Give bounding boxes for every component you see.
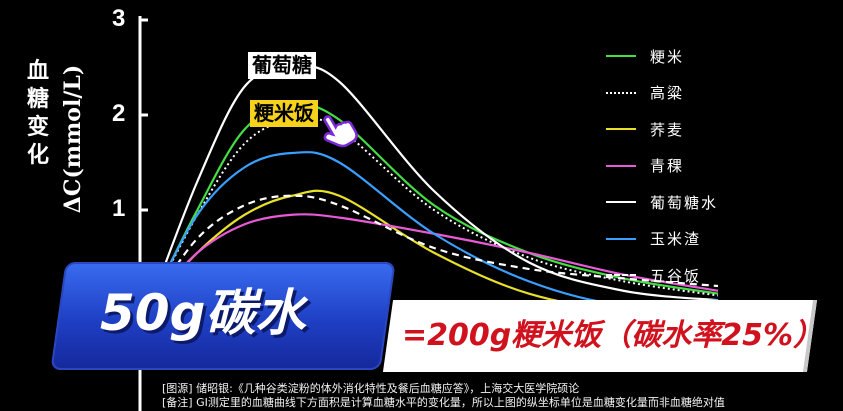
legend: 粳米高粱荞麦青稞葡萄糖水玉米渣五谷饭: [606, 38, 718, 294]
legend-item: 玉米渣: [606, 221, 718, 258]
legend-label: 葡萄糖水: [650, 193, 719, 212]
legend-swatch: [606, 55, 636, 58]
legend-swatch: [606, 164, 636, 167]
legend-item: 葡萄糖水: [606, 184, 718, 221]
series-line-6: [149, 194, 719, 306]
legend-item: 五谷饭: [606, 257, 718, 294]
legend-swatch: [606, 237, 636, 240]
legend-swatch: [606, 91, 636, 94]
legend-item: 高粱: [606, 75, 718, 112]
hand-cursor-icon: [323, 115, 358, 148]
banner-main-text: 50g碳水: [100, 284, 306, 342]
y-axis-label-unit: ΔC(mmol/L): [58, 54, 88, 224]
legend-label: 高粱: [650, 84, 685, 103]
y-axis-label-unit-text: ΔC(mmol/L): [60, 64, 86, 214]
legend-label: 五谷饭: [650, 266, 702, 285]
legend-label: 玉米渣: [650, 230, 702, 249]
legend-item: 荞麦: [606, 111, 718, 148]
y-tick-label: 3: [112, 5, 126, 32]
legend-swatch: [606, 274, 636, 277]
footnote-source: [图源] 储昭银:《几种谷类淀粉的体外消化特性及餐后血糖应答》，上海交大医学院硕…: [162, 382, 580, 395]
legend-swatch: [606, 201, 636, 204]
annotation-glucose: 葡萄糖: [248, 52, 316, 79]
series-line-3: [149, 213, 719, 306]
legend-label: 青稞: [650, 157, 685, 176]
legend-label: 荞麦: [650, 120, 685, 139]
annotation-rice: 粳米饭: [250, 100, 318, 127]
legend-label: 粳米: [650, 47, 685, 66]
legend-item: 青稞: [606, 148, 718, 185]
y-axis-label-cn: 血糖变化: [26, 59, 49, 168]
footnote-note: [备注] GI测定里的血糖曲线下方面积是计算血糖水平的变化量，所以上图的纵坐标单…: [162, 396, 725, 409]
series-line-4: [148, 65, 719, 306]
y-tick-label: 1: [112, 195, 126, 222]
y-tick-label: 2: [112, 100, 126, 127]
legend-swatch: [606, 128, 636, 131]
banner-sub-text: =200g粳米饭（碳水率25%）: [402, 318, 824, 353]
legend-item: 粳米: [606, 38, 718, 75]
